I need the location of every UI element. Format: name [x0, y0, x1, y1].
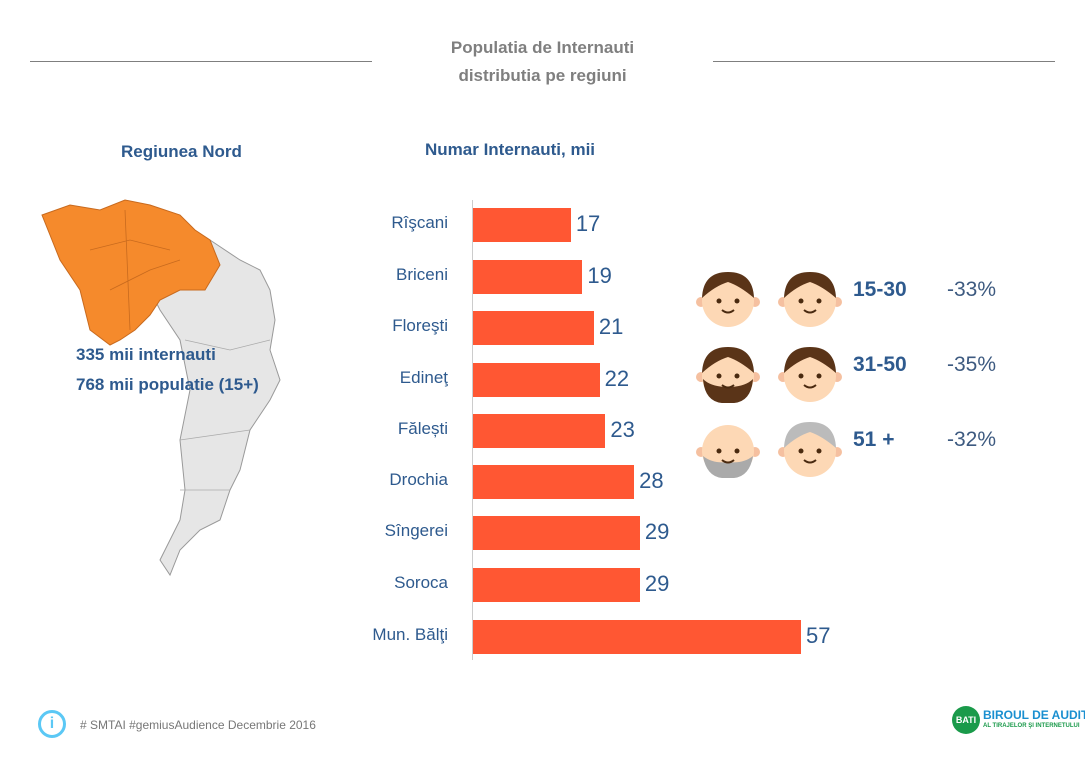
- info-icon[interactable]: i: [38, 710, 66, 738]
- age-group-change: -33%: [947, 278, 997, 301]
- bar: [473, 363, 600, 397]
- title-line-1: Populatia de Internauti: [450, 38, 635, 57]
- page-title: Populatia de Internauti distributia pe re…: [0, 34, 1085, 90]
- title-rule-right: [713, 61, 1055, 62]
- age-group-label: 15-30: [853, 278, 907, 301]
- bar: [473, 465, 635, 499]
- data-label: 23: [610, 417, 635, 442]
- data-label: 22: [604, 366, 630, 391]
- region-internauti: 335 mii internauti: [76, 345, 216, 364]
- category-label: Rîşcani: [391, 213, 448, 232]
- bar: [473, 311, 594, 345]
- data-label: 19: [587, 263, 612, 288]
- female-face-icon: [778, 422, 842, 477]
- region-populatie: 768 mii populatie (15+): [76, 375, 259, 394]
- data-label: 28: [639, 468, 664, 493]
- logo-line-1: BIROUL DE AUDIT: [983, 708, 1085, 722]
- chart-axis: [472, 200, 473, 660]
- data-label: 57: [806, 623, 831, 648]
- male-face-icon: [696, 272, 760, 327]
- logo-badge: BATI: [952, 706, 980, 734]
- data-label: 29: [644, 571, 670, 596]
- chart-title: Numar Internauti, mii: [425, 140, 596, 159]
- category-label: Briceni: [396, 265, 448, 284]
- female-face-icon: [778, 347, 842, 402]
- bar: [473, 620, 801, 654]
- category-label: Mun. Bălţi: [372, 625, 448, 644]
- map-region-nord: [41, 199, 221, 346]
- moldova-map: [41, 199, 281, 577]
- bar: [473, 516, 640, 550]
- bar: [473, 414, 606, 448]
- data-label: 21: [598, 314, 624, 339]
- data-label: 29: [644, 519, 670, 544]
- category-label: Sîngerei: [384, 521, 448, 540]
- source-note: # SMTAI #gemiusAudience Decembrie 2016: [80, 718, 316, 732]
- title-rule-left: [30, 61, 372, 62]
- region-title: Regiunea Nord: [121, 142, 242, 161]
- logo-line-2: AL TIRAJELOR ŞI INTERNETULUI: [983, 723, 1080, 729]
- bar: [473, 568, 640, 602]
- category-label: Soroca: [394, 573, 448, 592]
- category-label: Floreşti: [392, 316, 448, 335]
- category-label: Fălești: [397, 419, 448, 438]
- category-label: Drochia: [389, 470, 448, 489]
- map-other-regions: [149, 239, 281, 577]
- age-group-change: -35%: [947, 353, 997, 376]
- male-face-icon: [696, 347, 760, 403]
- bar: [473, 260, 583, 294]
- age-group-change: -32%: [947, 428, 997, 451]
- male-face-icon: [696, 425, 760, 478]
- age-group-label: 51 +: [853, 428, 895, 451]
- bar: [473, 208, 571, 242]
- title-line-2: distributia pe regiuni: [458, 66, 627, 85]
- female-face-icon: [778, 272, 842, 327]
- data-label: 17: [575, 211, 601, 236]
- category-label: Edineţ: [399, 368, 448, 387]
- age-group-label: 31-50: [853, 353, 907, 376]
